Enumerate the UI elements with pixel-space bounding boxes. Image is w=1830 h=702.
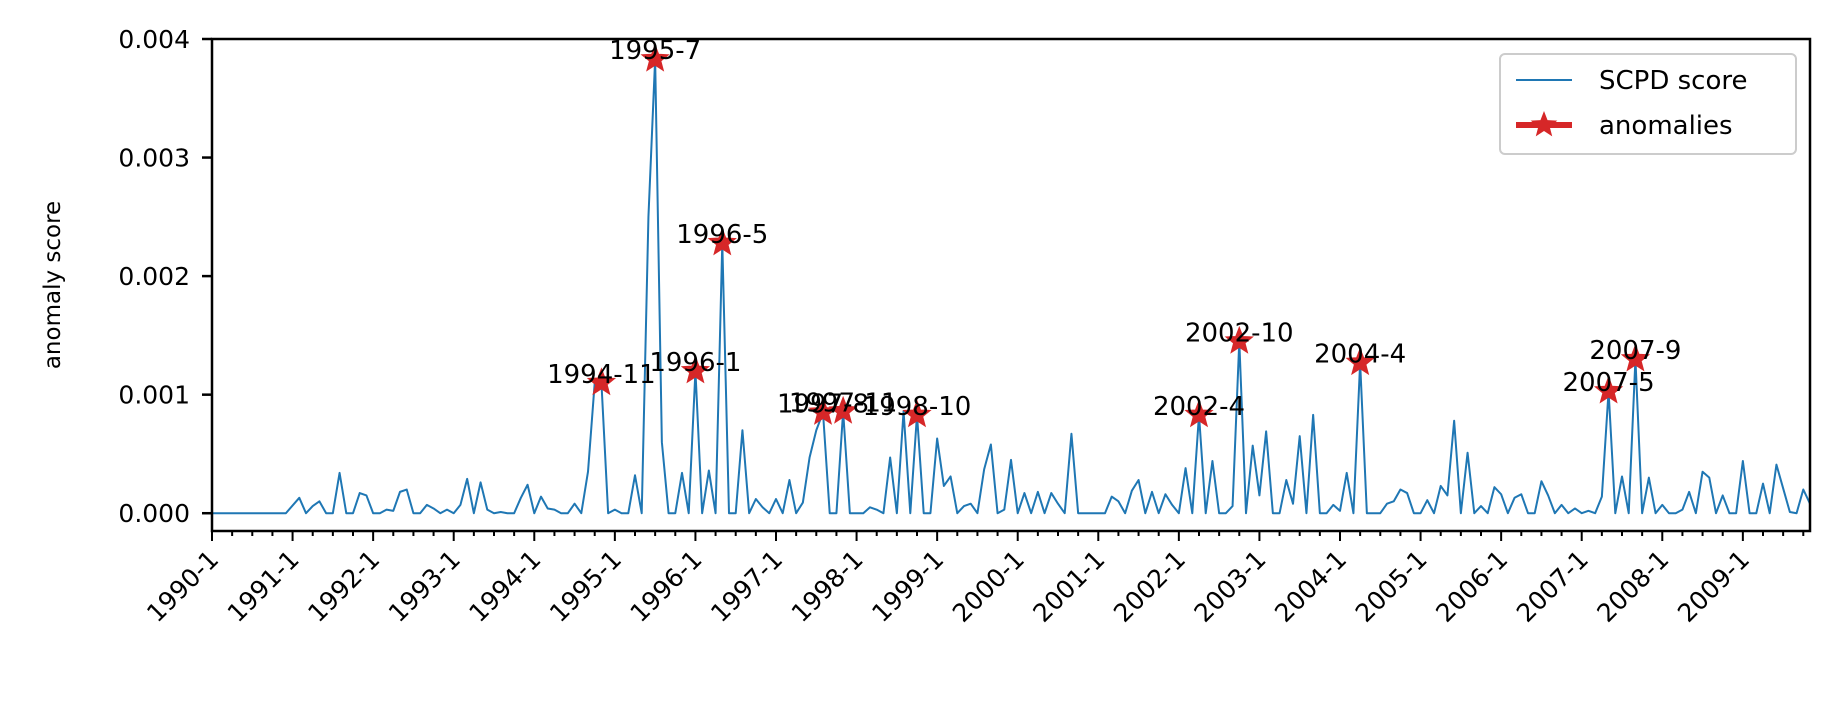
anomaly-label: 1996-1 xyxy=(649,348,741,378)
x-tick-label: 2004-1 xyxy=(1269,545,1352,628)
x-tick-label: 2001-1 xyxy=(1027,545,1110,628)
y-tick-label: 0.003 xyxy=(118,144,190,173)
x-tick-label: 1996-1 xyxy=(625,545,708,628)
annotations: 1994-11 1995-7 1996-1 1996-5 1997-81997-1119… xyxy=(547,36,1681,422)
y-tick-label: 0.000 xyxy=(118,499,190,528)
anomaly-star-marker xyxy=(1184,399,1214,428)
x-tick-label: 1999-1 xyxy=(866,545,949,628)
anomaly-star-marker xyxy=(1224,325,1254,354)
x-tick-label: 1998-1 xyxy=(786,545,869,628)
anomaly-star-marker xyxy=(902,399,932,428)
legend-box xyxy=(1499,53,1797,155)
x-axis: 1990-11991-11992-11993-11994-11995-11996… xyxy=(141,531,1805,628)
anomaly-label: 2007-9 xyxy=(1589,336,1681,366)
anomaly-star-marker xyxy=(828,395,858,424)
x-tick-label: 2002-1 xyxy=(1108,545,1191,628)
x-tick-label: 1993-1 xyxy=(383,545,466,628)
x-tick-label: 1995-1 xyxy=(544,545,627,628)
legend: SCPD score anomalies xyxy=(1499,53,1797,155)
x-tick-label: 1992-1 xyxy=(302,545,385,628)
y-axis-label: anomaly score xyxy=(40,201,66,369)
x-tick-label: 2005-1 xyxy=(1350,545,1433,628)
x-tick-label: 2006-1 xyxy=(1430,545,1513,628)
anomaly-star-marker xyxy=(1593,375,1624,404)
plot-area xyxy=(212,43,1811,515)
x-tick-label: 1990-1 xyxy=(141,545,224,628)
anomaly-label: 1998-10 xyxy=(863,392,972,422)
legend-label-scpd-score: SCPD score xyxy=(1599,66,1747,96)
x-tick-label: 2008-1 xyxy=(1591,545,1674,628)
anomaly-label: 1997-8 xyxy=(777,389,869,419)
anomaly-label: 1995-7 xyxy=(609,36,701,66)
anomaly-star-marker xyxy=(640,43,670,72)
anomaly-star-marker xyxy=(680,355,711,384)
x-tick-label: 2000-1 xyxy=(947,545,1030,628)
y-axis: 0.000 0.001 0.002 0.003 0.004 xyxy=(118,25,212,528)
series-line-scpd-score xyxy=(212,58,1811,515)
anomaly-label: 2002-4 xyxy=(1153,392,1245,422)
y-tick-label: 0.002 xyxy=(118,262,190,291)
anomaly-star-marker xyxy=(586,367,617,396)
legend-star-icon xyxy=(1530,111,1558,137)
x-tick-label: 2009-1 xyxy=(1672,545,1755,628)
anomaly-star-marker xyxy=(1620,343,1651,372)
x-tick-label: 2003-1 xyxy=(1189,545,1272,628)
anomaly-star-marker xyxy=(707,227,737,256)
plot-frame xyxy=(210,37,1812,533)
x-tick-label: 1994-1 xyxy=(463,545,546,628)
anomaly-label: 2002-10 xyxy=(1185,318,1294,348)
x-tick-label: 1991-1 xyxy=(222,545,305,628)
anomaly-label: 1996-5 xyxy=(676,220,768,250)
y-tick-label: 0.004 xyxy=(118,25,190,54)
y-tick-label: 0.001 xyxy=(118,381,190,410)
anomaly-label: 2004-4 xyxy=(1314,340,1406,370)
x-tick-label: 1997-1 xyxy=(705,545,788,628)
legend-label-anomalies: anomalies xyxy=(1599,111,1733,141)
anomaly-label: 2007-5 xyxy=(1563,368,1655,398)
x-tick-label: 2007-1 xyxy=(1511,545,1594,628)
anomaly-label: 1997-11 xyxy=(789,388,898,418)
anomaly-star-marker xyxy=(1345,347,1375,376)
anomaly-label: 1994-11 xyxy=(547,360,656,390)
